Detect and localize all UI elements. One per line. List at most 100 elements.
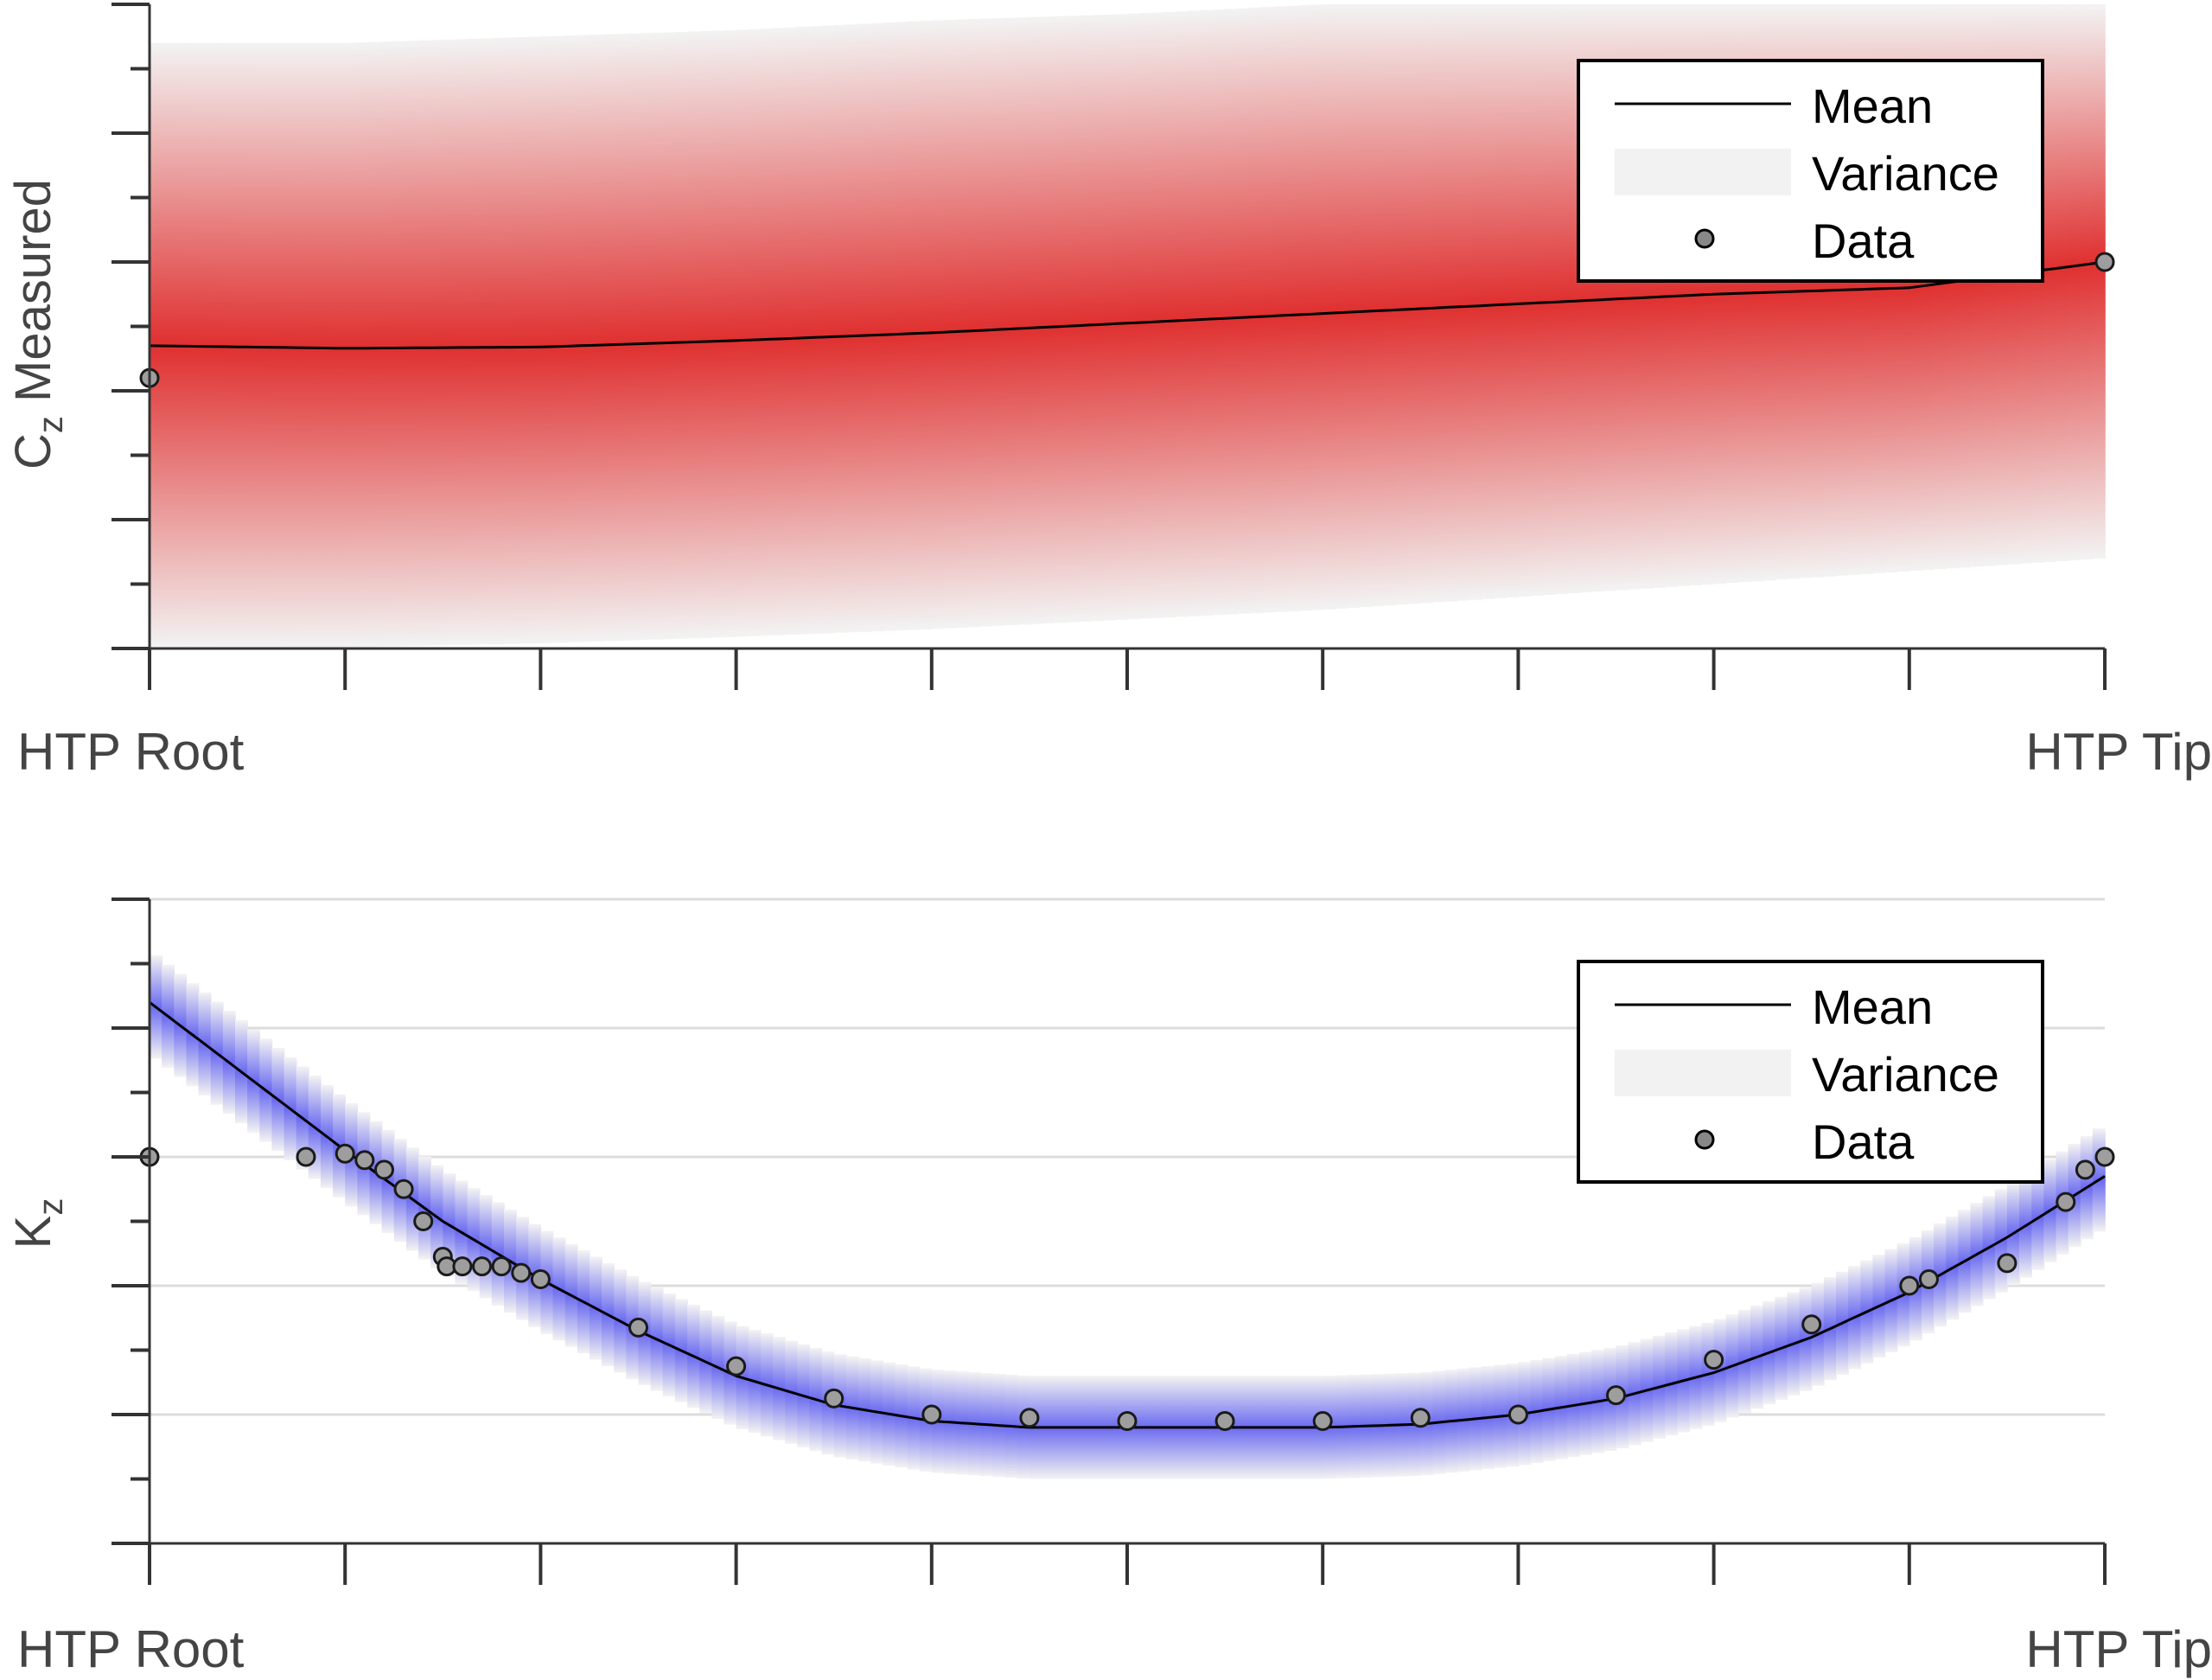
y-label-sub: z <box>32 416 70 433</box>
variance-strip <box>1518 4 1532 597</box>
variance-strip <box>405 41 419 646</box>
bottom-panel-kz: HTP Root HTP Tip Kz Mean Variance Data <box>5 897 2212 1678</box>
data-point <box>1019 1408 1040 1428</box>
variance-strip <box>674 31 688 639</box>
variance-strip <box>284 42 297 648</box>
y-axis-label: Cz Measured <box>5 179 70 470</box>
data-point <box>530 1269 551 1290</box>
legend-data-marker <box>1694 1129 1715 1150</box>
variance-strip <box>577 35 590 642</box>
variance-strip <box>650 32 664 640</box>
variance-strip <box>626 33 640 641</box>
variance-strip <box>602 34 615 642</box>
variance-strip <box>1139 13 1153 619</box>
variance-strip <box>857 23 871 632</box>
legend-variance-swatch <box>1615 1050 1791 1096</box>
variance-strip <box>467 38 481 645</box>
data-point <box>1508 1404 1528 1425</box>
variance-strip <box>821 25 835 634</box>
data-point <box>824 1388 845 1409</box>
legend-mean-label: Mean <box>1812 980 1933 1034</box>
data-point <box>2056 1191 2076 1212</box>
y-label-main: K <box>5 1215 61 1249</box>
variance-strip <box>1102 14 1116 621</box>
variance-strip <box>748 29 762 636</box>
variance-strip <box>980 18 994 627</box>
variance-strip <box>833 24 847 633</box>
legend: Mean Variance Data <box>1577 960 2044 1184</box>
data-point <box>373 1159 394 1180</box>
variance-strip <box>455 39 469 645</box>
legend-mean-label: Mean <box>1812 79 1933 133</box>
data-point <box>1801 1314 1822 1335</box>
data-points <box>139 252 2115 388</box>
variance-strip <box>845 24 859 633</box>
variance-strip <box>1273 6 1287 612</box>
variance-strip <box>1237 8 1251 614</box>
variance-strip <box>1054 16 1068 623</box>
variance-strip <box>956 19 970 628</box>
variance-strip <box>1090 15 1104 622</box>
variance-strip <box>711 30 725 638</box>
variance-strip <box>785 27 799 636</box>
data-point <box>1899 1275 1920 1296</box>
legend-data-label: Data <box>1812 214 1915 268</box>
variance-strip <box>773 28 786 636</box>
top-panel-cz-measured: HTP Root HTP Tip Cz Measured Mean Varian… <box>5 3 2212 781</box>
variance-strip <box>687 31 700 639</box>
variance-strip <box>870 22 884 632</box>
data-point <box>472 1256 493 1277</box>
legend: Mean Variance Data <box>1577 59 2044 283</box>
variance-strip <box>2080 4 2094 560</box>
axes <box>112 3 2107 690</box>
variance-strip <box>724 30 737 637</box>
variance-band <box>150 4 2106 648</box>
legend-data-label: Data <box>1812 1115 1915 1169</box>
variance-strip <box>1151 12 1165 618</box>
variance-strip <box>699 30 713 638</box>
data-point <box>2075 1159 2095 1180</box>
variance-strip <box>895 22 908 631</box>
x-tick-label-tip: HTP Tip <box>2025 723 2212 781</box>
variance-strip <box>308 42 322 648</box>
variance-strip <box>931 20 945 629</box>
variance-strip <box>614 34 628 642</box>
variance-strip <box>1066 16 1080 623</box>
variance-strip <box>1457 4 1470 601</box>
y-label-sub: z <box>32 1198 70 1216</box>
variance-strip <box>540 36 554 643</box>
data-point <box>1704 1350 1724 1370</box>
variance-strip <box>1554 4 1568 595</box>
data-point <box>354 1150 375 1171</box>
data-point <box>628 1317 648 1338</box>
data-point <box>452 1256 473 1277</box>
variance-strip <box>662 32 676 640</box>
variance-strip <box>393 41 407 647</box>
variance-strip <box>1371 4 1385 607</box>
variance-strip <box>1383 4 1397 606</box>
variance-strip <box>1212 9 1226 616</box>
variance-strip <box>2043 4 2057 562</box>
variance-strip <box>503 37 517 644</box>
data-point <box>921 1404 942 1425</box>
variance-strip <box>883 22 896 631</box>
axes <box>112 897 2107 1585</box>
variance-strip <box>491 37 505 645</box>
data-point <box>726 1356 747 1377</box>
variance-strip <box>430 40 444 646</box>
variance-strip <box>418 40 431 646</box>
variance-strip <box>1029 16 1042 624</box>
variance-strip <box>907 21 921 630</box>
variance-strip <box>1297 5 1311 611</box>
variance-strip <box>1017 17 1030 625</box>
variance-strip <box>1127 13 1140 620</box>
variance-strip <box>1176 11 1189 617</box>
variance-strip <box>809 26 823 634</box>
variance-strip <box>943 19 957 629</box>
legend-variance-label: Variance <box>1812 1047 1999 1102</box>
variance-strip <box>1530 4 1544 597</box>
data-point <box>1997 1253 2018 1274</box>
x-tick-label-root: HTP Root <box>17 723 245 781</box>
variance-strip <box>1078 15 1092 622</box>
variance-strip <box>333 42 346 648</box>
